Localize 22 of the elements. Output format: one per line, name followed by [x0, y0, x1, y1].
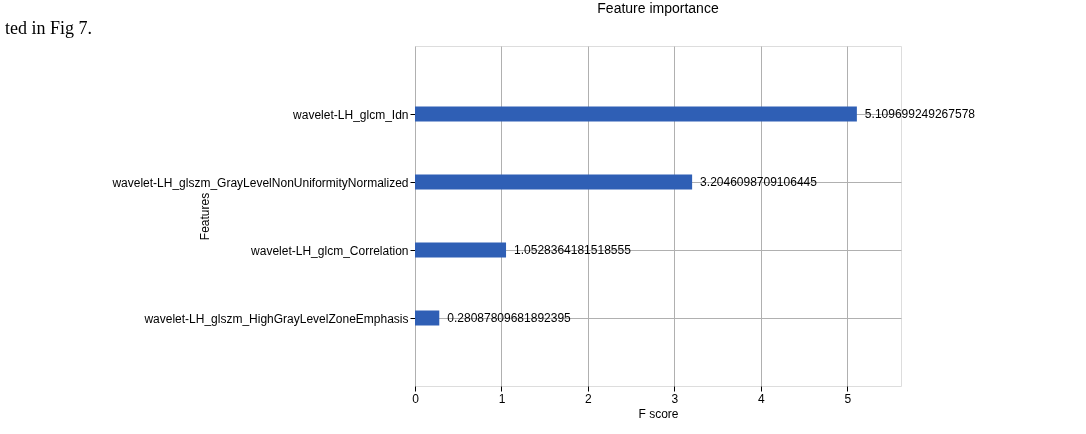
bar: [415, 174, 693, 190]
x-tick-label: 0: [412, 391, 420, 406]
chart-title: Feature importance: [597, 0, 719, 16]
text: ted in Fig 7.: [5, 18, 93, 38]
bar: [415, 242, 507, 258]
y-tick-label: wavelet-LH_glszm_GrayLevelNonUniformityNormalized: [111, 175, 409, 190]
data-label: 0.28087809681892395: [447, 311, 572, 325]
x-tick-label: 1: [498, 391, 506, 406]
x-tick-label: 3: [671, 391, 679, 406]
data-label: 5.109699249267578: [864, 107, 976, 121]
x-tick-label: 2: [585, 391, 593, 406]
y-tick-label: wavelet-LH_glszm_HighGrayLevelZoneEmphasis: [143, 311, 409, 326]
x-tick-label: 5: [844, 391, 852, 406]
data-label: 1.0528364181518555: [514, 243, 632, 257]
x-axis-title: F score: [638, 406, 679, 421]
y-tick-label: wavelet-LH_glcm_Correlation: [250, 243, 409, 258]
bar: [415, 106, 857, 122]
y-axis-title: Features: [197, 192, 212, 241]
x-tick-label: 4: [758, 391, 766, 406]
data-label: 3.2046098709106445: [700, 175, 818, 189]
bar: [415, 310, 440, 326]
y-tick-label: wavelet-LH_glcm_Idn: [292, 107, 409, 122]
